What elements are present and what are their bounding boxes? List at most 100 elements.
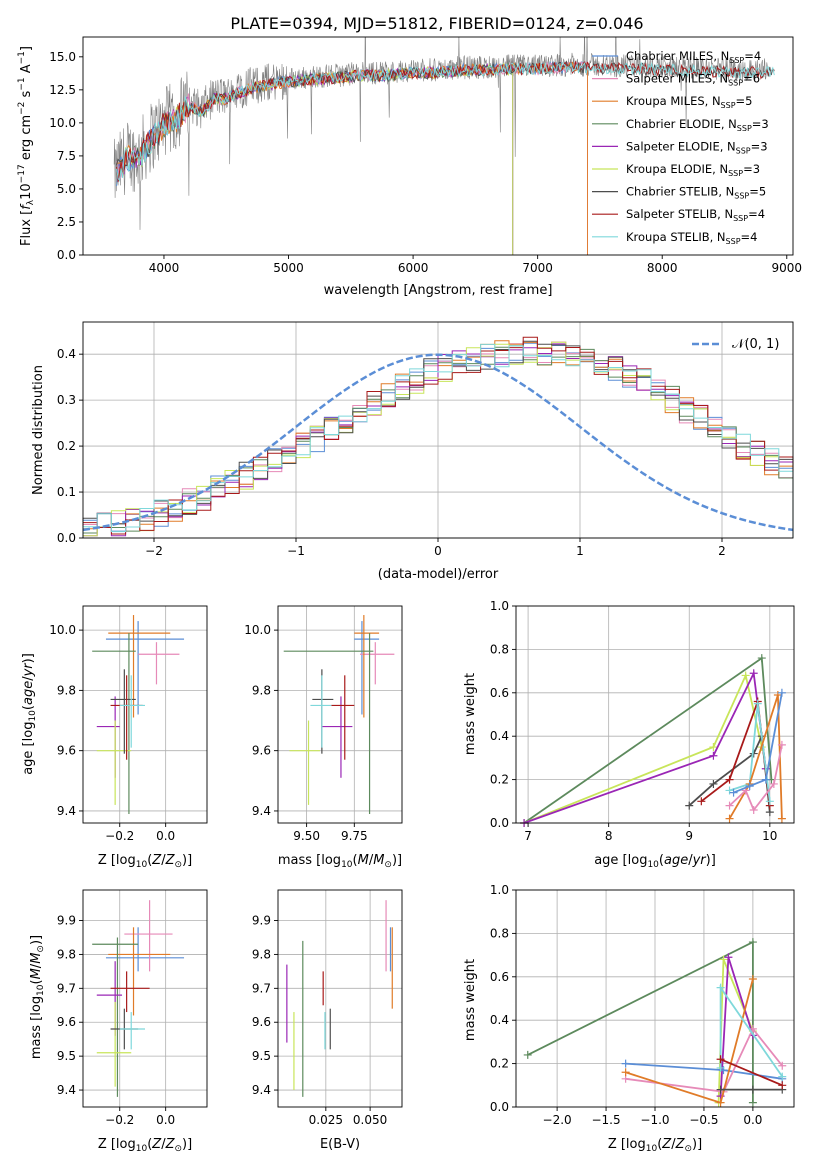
spectrum-legend-label: Kroupa STELIB, NSSP=4 <box>626 230 757 246</box>
mass-vs-age-panel: 9.50 9.75 9.4 9.6 9.8 10.0 <box>244 605 403 843</box>
z-age-xtick-label: −0.2 <box>105 829 134 843</box>
age-w-line-salpeter-elodie <box>523 670 767 824</box>
spectrum-xtick-label: 4000 <box>149 261 180 275</box>
spectrum-lines <box>113 37 775 255</box>
z-age-ytick-label: 10.0 <box>49 623 76 637</box>
model-spectrum-salpeter-miles <box>116 60 588 255</box>
age-w-marker-chabrier-miles <box>761 775 770 784</box>
age-w-marker-chabrier-stelib <box>709 779 718 788</box>
spectrum-legend-label: Chabrier STELIB, NSSP=5 <box>626 185 766 201</box>
z-w-marker-chabrier-stelib <box>748 1085 757 1094</box>
residuals-xtick-label: 1 <box>576 544 584 558</box>
ebv-mass-xlabel: E(B-V) <box>320 1137 360 1152</box>
z-w-ytick-label: 0.4 <box>490 1013 509 1027</box>
ebv-mass-ytick-label: 9.6 <box>252 1015 271 1029</box>
ebv-mass-ytick-label: 9.9 <box>252 914 271 928</box>
z-w-marker-kroupa-miles <box>716 1098 725 1107</box>
age-w-marker-salpeter-stelib <box>725 775 734 784</box>
age-weights-xlabel: age [log10(age/yr)] <box>594 853 716 870</box>
mass-age-ytick-label: 9.8 <box>252 683 271 697</box>
mass-age-ytick-label: 9.4 <box>252 804 271 818</box>
mass-age-xtick-label: 9.75 <box>341 829 368 843</box>
spectrum-legend-label: Salpeter MILES, NSSP=6 <box>626 72 760 88</box>
spectrum-ytick-label: 15.0 <box>49 50 76 64</box>
age-w-marker-kroupa-stelib <box>753 699 762 708</box>
spectrum-ytick-label: 7.5 <box>57 149 76 163</box>
residuals-xlabel: (data-model)/error <box>378 567 499 582</box>
ebv-mass-xtick-label: 0.025 <box>309 1113 343 1127</box>
z-w-marker-kroupa-stelib <box>716 1063 725 1072</box>
age-w-xtick-label: 9 <box>685 829 693 843</box>
z-w-marker-kroupa-stelib <box>716 983 725 992</box>
z-w-marker-salpeter-miles <box>778 1061 787 1070</box>
age-w-ytick-label: 0.4 <box>490 729 509 743</box>
age-w-marker-salpeter-elodie <box>709 751 718 760</box>
normal-legend-label: 𝒩(0, 1) <box>732 337 779 352</box>
mass-age-xtick-label: 9.50 <box>293 829 320 843</box>
z-age-xtick-label: 0.0 <box>156 829 175 843</box>
z-w-marker-chabrier-elodie <box>748 938 757 947</box>
ebv-mass-ytick-label: 9.7 <box>252 981 271 995</box>
spectrum-panel: Chabrier MILES, NSSP=4 Salpeter MILES, NS… <box>17 36 802 298</box>
mass-age-ytick-label: 9.6 <box>252 744 271 758</box>
spectrum-ylabel: Flux [fλ10−17 erg cm−2 s−1 A−1] <box>17 46 36 246</box>
spectrum-ytick-label: 5.0 <box>57 182 76 196</box>
age-w-marker-salpeter-stelib <box>697 797 706 806</box>
z-mass-xtick-label: −0.2 <box>105 1113 134 1127</box>
z-weights-panel: −2.0 −1.5 −1.0 −0.5 0.0 0.0 0.2 0.4 0.6 0.8 1.0 <box>490 883 795 1127</box>
z-w-marker-kroupa-miles <box>621 1068 630 1077</box>
z-w-marker-chabrier-miles <box>621 1059 630 1068</box>
z-age-ytick-label: 9.8 <box>57 683 76 697</box>
spectrum-xtick-label: 8000 <box>647 261 678 275</box>
spectrum-xlabel: wavelength [Angstrom, rest frame] <box>324 283 553 298</box>
mass-age-ytick-label: 10.0 <box>244 623 271 637</box>
figure-title: PLATE=0394, MJD=51812, FIBERID=0124, z=0… <box>230 14 643 33</box>
z-mass-ytick-label: 9.5 <box>57 1049 76 1063</box>
age-w-marker-salpeter-miles <box>777 740 786 749</box>
z-mass-ylabel: mass [log10(M/M⊙)] <box>29 935 46 1059</box>
spectrum-legend-label: Salpeter ELODIE, NSSP=3 <box>626 139 768 155</box>
spectrum-frame <box>82 36 794 256</box>
ebv-mass-xtick-label: 0.050 <box>353 1113 387 1127</box>
residuals-xtick-label: −1 <box>287 544 305 558</box>
age-w-marker-chabrier-elodie <box>757 654 766 663</box>
age-w-line-salpeter-miles <box>728 744 783 812</box>
z-mass-ytick-label: 9.4 <box>57 1083 76 1097</box>
age-w-marker-salpeter-miles <box>725 801 734 810</box>
age-w-marker-kroupa-elodie <box>741 671 750 680</box>
z-w-line-kroupa-miles <box>625 978 754 1104</box>
residuals-axes: −2 −1 0 1 2 0.0 0.1 0.2 0.3 0.4 <box>57 347 726 558</box>
z-vs-mass-panel: −0.2 0.0 9.4 9.5 9.6 9.7 9.8 9.9 <box>57 889 208 1127</box>
z-w-xtick-label: −2.0 <box>543 1113 572 1127</box>
normal-distribution-curve <box>82 353 794 532</box>
z-weights-ylabel: mass weight <box>463 959 478 1041</box>
spectrum-legend-label: Chabrier MILES, NSSP=4 <box>626 49 761 65</box>
age-w-marker-chabrier-miles <box>729 788 738 797</box>
age-w-marker-salpeter-miles <box>769 779 778 788</box>
age-w-marker-kroupa-miles <box>777 814 786 823</box>
z-w-line-salpeter-stelib <box>720 1058 783 1087</box>
spectrum-legend-label: Kroupa ELODIE, NSSP=3 <box>626 162 760 178</box>
z-w-ytick-label: 0.8 <box>490 926 509 940</box>
z-mass-ytick-label: 9.6 <box>57 1015 76 1029</box>
z-mass-ytick-label: 9.8 <box>57 947 76 961</box>
z-w-ytick-label: 0.6 <box>490 970 509 984</box>
z-w-xtick-label: −1.0 <box>640 1113 669 1127</box>
residuals-xtick-label: −2 <box>145 544 163 558</box>
spectrum-ytick-label: 12.5 <box>49 83 76 97</box>
spectrum-axes: 4000 5000 6000 7000 8000 9000 0.0 2.5 5.0 7.5 10.0… <box>49 50 802 275</box>
age-w-marker-chabrier-miles <box>777 688 786 697</box>
z-age-ylabel: age [log10(age/yr)] <box>21 653 38 775</box>
age-w-line-kroupa-elodie <box>523 672 763 824</box>
ebv-mass-ytick-label: 9.4 <box>252 1083 271 1097</box>
age-w-ytick-label: 0.2 <box>490 773 509 787</box>
z-mass-xtick-label: 0.0 <box>156 1113 175 1127</box>
age-w-ytick-label: 1.0 <box>490 599 509 613</box>
z-age-ytick-label: 9.4 <box>57 804 76 818</box>
age-w-line-chabrier-miles <box>733 692 783 794</box>
z-age-xlabel: Z [log10(Z/Z⊙)] <box>98 853 192 870</box>
residuals-xtick-label: 0 <box>434 544 442 558</box>
mass-age-xlabel: mass [log10(M/M⊙)] <box>278 853 402 870</box>
z-w-ytick-label: 1.0 <box>490 883 509 897</box>
spectrum-legend-label: Kroupa MILES, NSSP=5 <box>626 94 752 110</box>
